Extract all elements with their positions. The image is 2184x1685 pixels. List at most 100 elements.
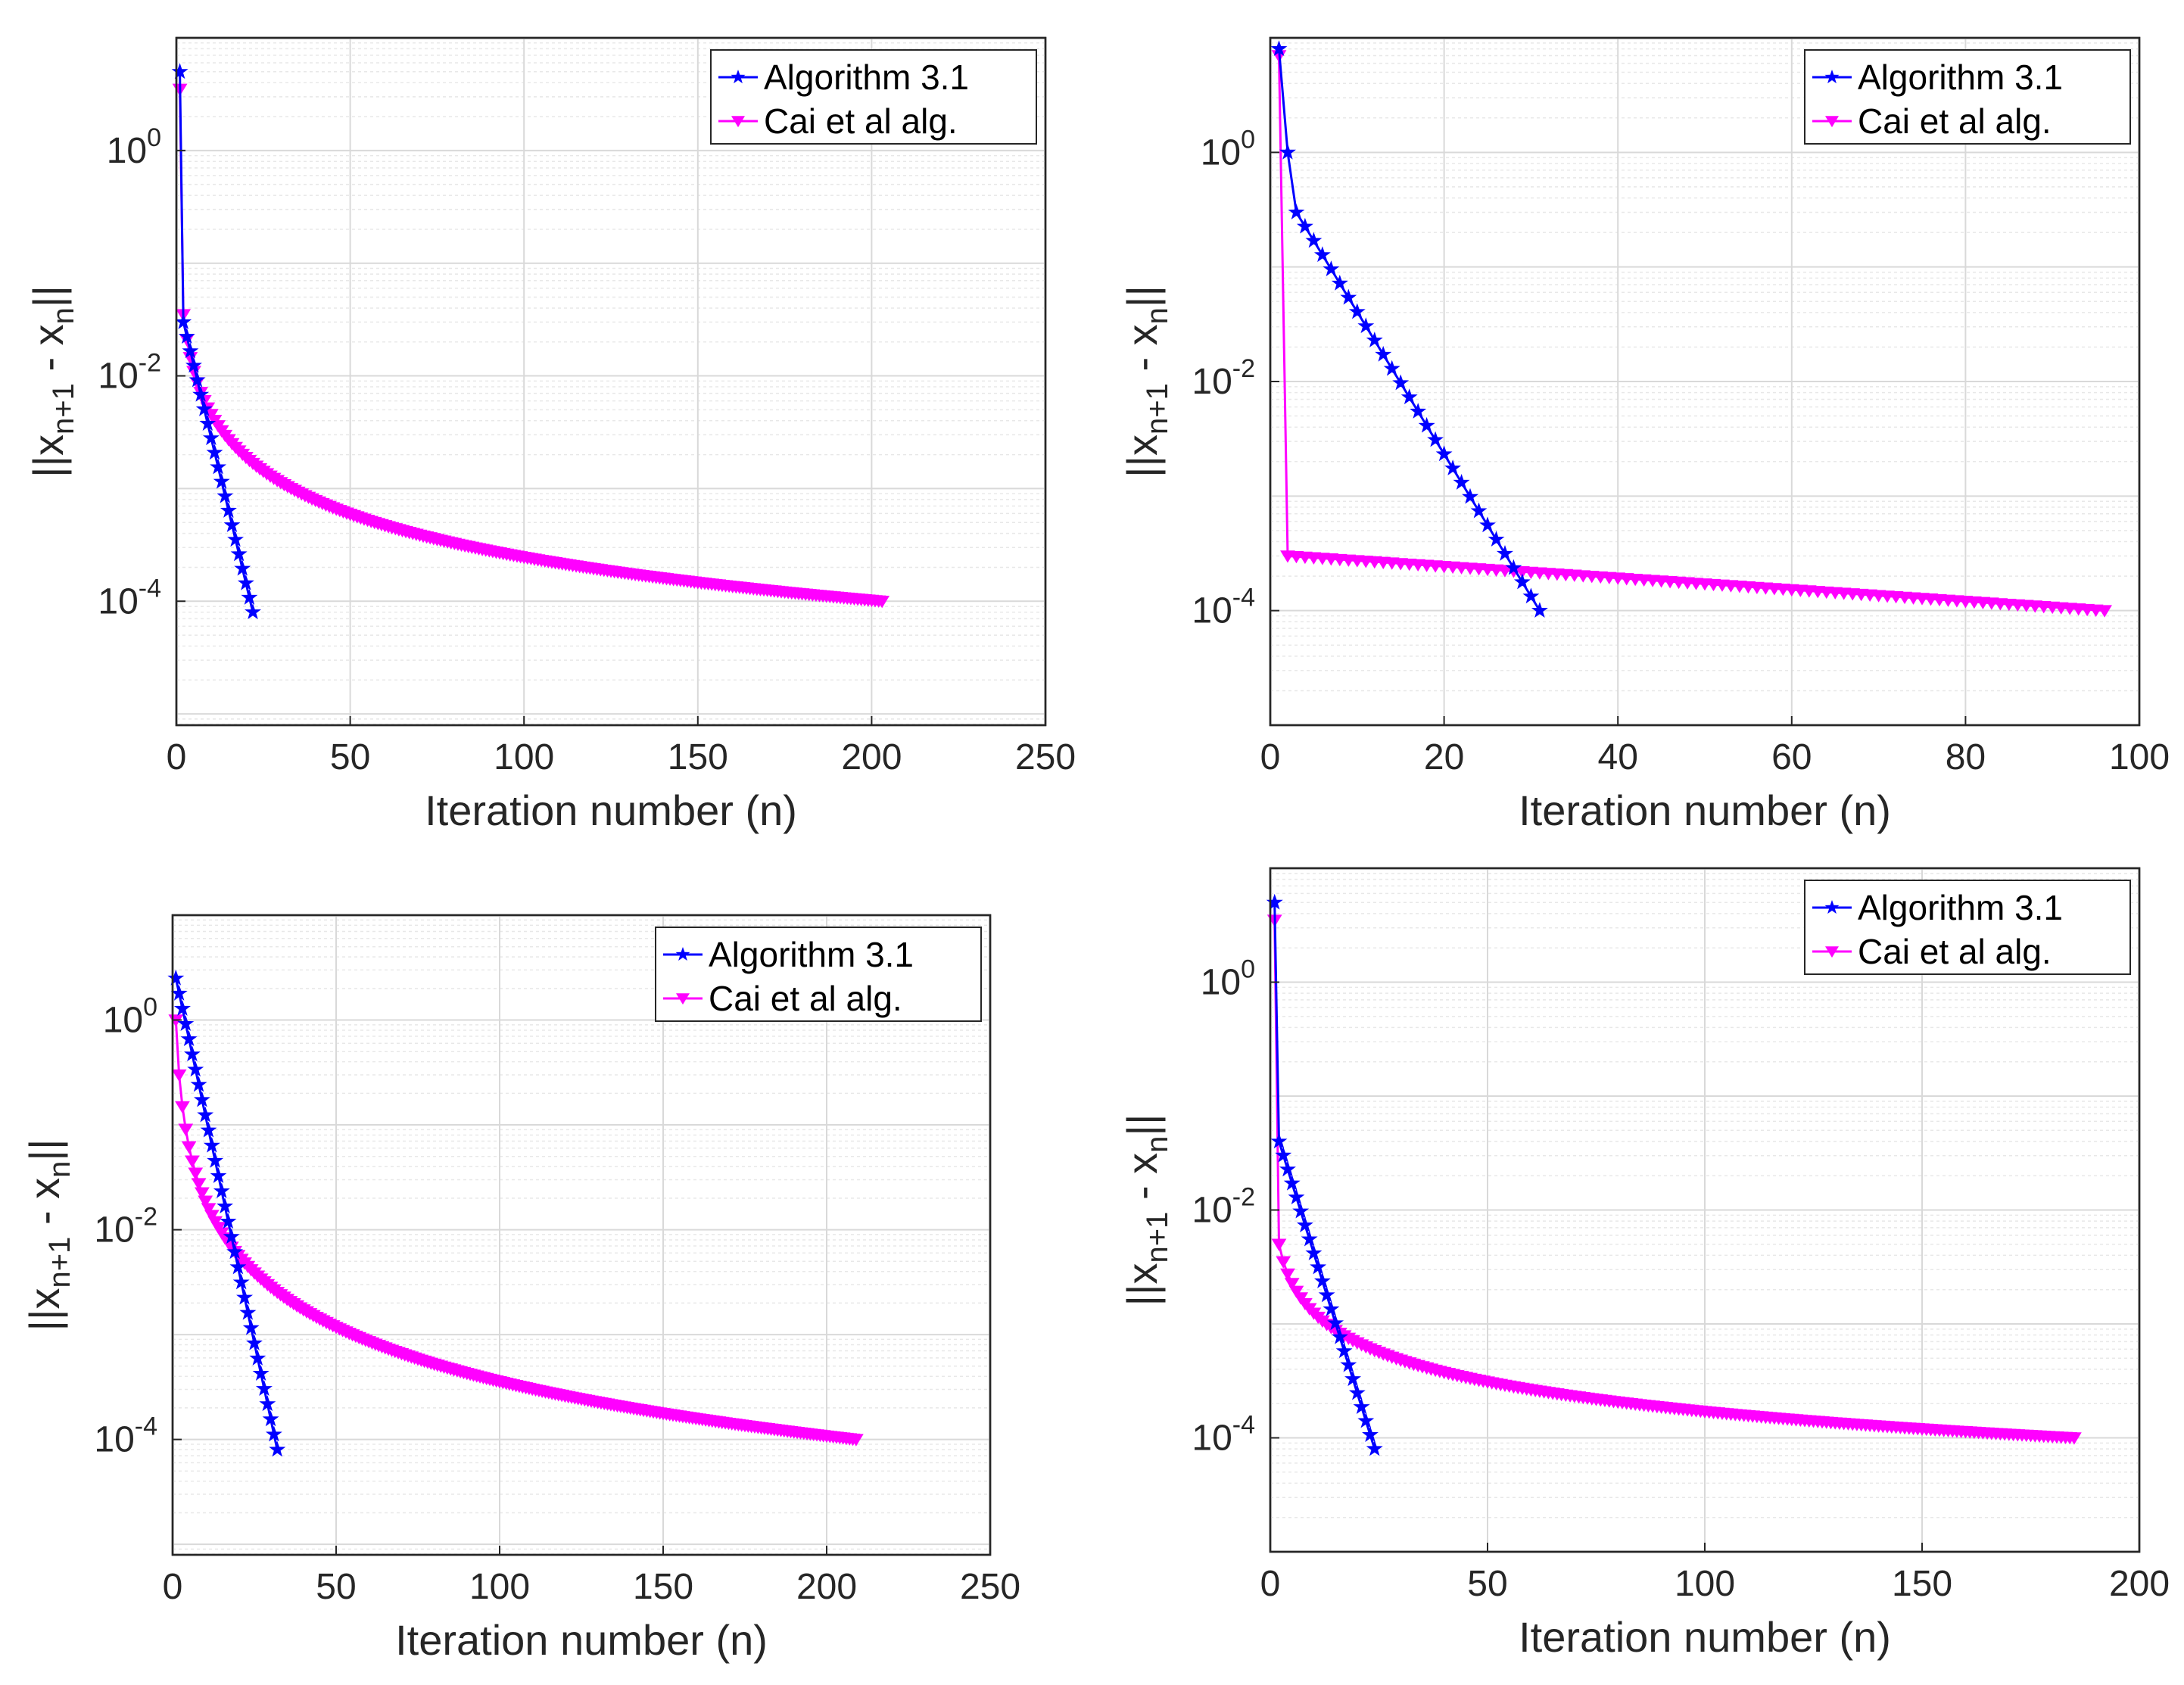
data-point	[1276, 1256, 1291, 1269]
data-point	[239, 1303, 257, 1320]
data-point	[1266, 893, 1283, 910]
legend-marker	[1824, 70, 1840, 84]
data-point	[188, 371, 206, 388]
data-point	[188, 1167, 204, 1180]
legend: Algorithm 3.1 Cai et al alg.	[655, 927, 982, 1022]
y-tick-label: 10-2	[94, 1203, 157, 1251]
data-point	[206, 444, 223, 460]
data-point	[200, 1121, 217, 1138]
series-algorithm-3-1	[167, 969, 286, 1457]
data-point	[234, 559, 251, 576]
data-point	[1288, 1188, 1305, 1205]
legend-marker	[1825, 116, 1839, 128]
series-algorithm-3-1	[171, 63, 261, 620]
data-point	[1444, 459, 1462, 476]
data-point	[1288, 1285, 1304, 1298]
data-point	[2067, 1432, 2082, 1445]
y-tick-label: 10-4	[1192, 1411, 1255, 1459]
data-point	[1275, 1146, 1292, 1163]
data-point	[252, 1365, 269, 1381]
data-point	[229, 1258, 247, 1275]
data-point	[1323, 260, 1340, 276]
y-tick-label: 10-4	[94, 1412, 157, 1460]
data-point	[190, 1076, 207, 1092]
data-point	[170, 984, 188, 1001]
series-cai-et-al	[172, 83, 890, 609]
data-point	[1340, 288, 1357, 305]
data-point	[220, 502, 237, 518]
data-point	[1271, 1238, 1287, 1251]
data-point	[1531, 602, 1548, 618]
series-algorithm-3-1	[1266, 893, 1383, 1456]
data-point	[1435, 445, 1453, 462]
data-point	[1296, 1216, 1313, 1233]
data-point	[199, 415, 217, 431]
data-point	[198, 1195, 213, 1208]
data-point	[237, 574, 254, 590]
legend-label: Algorithm 3.1	[1858, 888, 2063, 927]
chart-panel-2: 0 20 40 60 80 100 10-4 10-2 100 Iteration number …	[1118, 36, 2170, 834]
legend-label: Cai et al alg.	[1858, 101, 2052, 141]
data-point	[1383, 360, 1400, 376]
data-point	[1357, 1412, 1375, 1428]
data-point	[223, 1228, 240, 1244]
legend-marker	[675, 947, 690, 961]
axes-border	[175, 36, 1047, 727]
x-axis-title: Iteration number (n)	[1519, 786, 1891, 834]
data-point	[242, 1319, 260, 1335]
legend-marker	[1824, 900, 1840, 914]
data-point	[1296, 217, 1313, 234]
series-cai-et-al	[1271, 50, 2112, 618]
x-tick-label: 0	[1260, 1564, 1281, 1604]
x-tick-label: 150	[633, 1567, 693, 1607]
x-tick-label: 80	[1946, 737, 1986, 777]
legend-label: Algorithm 3.1	[764, 58, 969, 97]
data-point	[1279, 143, 1296, 160]
data-point	[202, 429, 220, 446]
legend-box	[710, 49, 1037, 145]
grid-lines	[176, 38, 1045, 726]
data-point	[1270, 1132, 1288, 1149]
x-tick-label: 200	[841, 737, 902, 777]
legend-label: Cai et al alg.	[764, 101, 958, 141]
x-tick-label: 200	[796, 1567, 857, 1607]
data-point	[1418, 416, 1435, 433]
series-cai-et-al	[1266, 914, 2082, 1445]
data-point	[241, 588, 258, 605]
x-axis-title: Iteration number (n)	[425, 786, 797, 834]
data-point	[182, 342, 199, 359]
data-point	[1331, 274, 1348, 291]
x-tick-label: 0	[167, 737, 187, 777]
data-point	[180, 1030, 198, 1047]
series-cai-et-al	[168, 1014, 864, 1447]
data-point	[178, 1123, 194, 1136]
data-point	[1340, 1356, 1357, 1372]
data-point	[1283, 1174, 1301, 1191]
data-point	[187, 1061, 204, 1077]
legend-marker	[1825, 946, 1839, 958]
data-point	[1305, 232, 1323, 248]
data-point	[1357, 317, 1375, 334]
data-point	[230, 545, 248, 562]
y-tick-label: 100	[107, 123, 161, 171]
y-tick-label: 10-4	[98, 574, 161, 621]
data-point	[226, 1243, 244, 1260]
data-point	[194, 1187, 210, 1200]
data-point	[1375, 345, 1392, 362]
data-point	[204, 1210, 220, 1222]
grid-lines	[1270, 38, 2139, 725]
data-point	[197, 1106, 214, 1123]
x-axis-title: Iteration number (n)	[395, 1616, 768, 1664]
series-line	[179, 71, 254, 613]
x-tick-label: 100	[2109, 737, 2170, 777]
data-point	[245, 603, 261, 620]
x-tick-label: 250	[1015, 737, 1076, 777]
x-tick-label: 100	[469, 1567, 530, 1607]
x-tick-label: 100	[1675, 1564, 1735, 1604]
data-point	[1400, 388, 1418, 405]
legend: Algorithm 3.1 Cai et al alg.	[1804, 49, 2131, 145]
data-point	[178, 328, 195, 344]
data-point	[171, 1069, 187, 1082]
data-point	[1348, 303, 1366, 319]
legend-label: Cai et al alg.	[709, 979, 902, 1018]
